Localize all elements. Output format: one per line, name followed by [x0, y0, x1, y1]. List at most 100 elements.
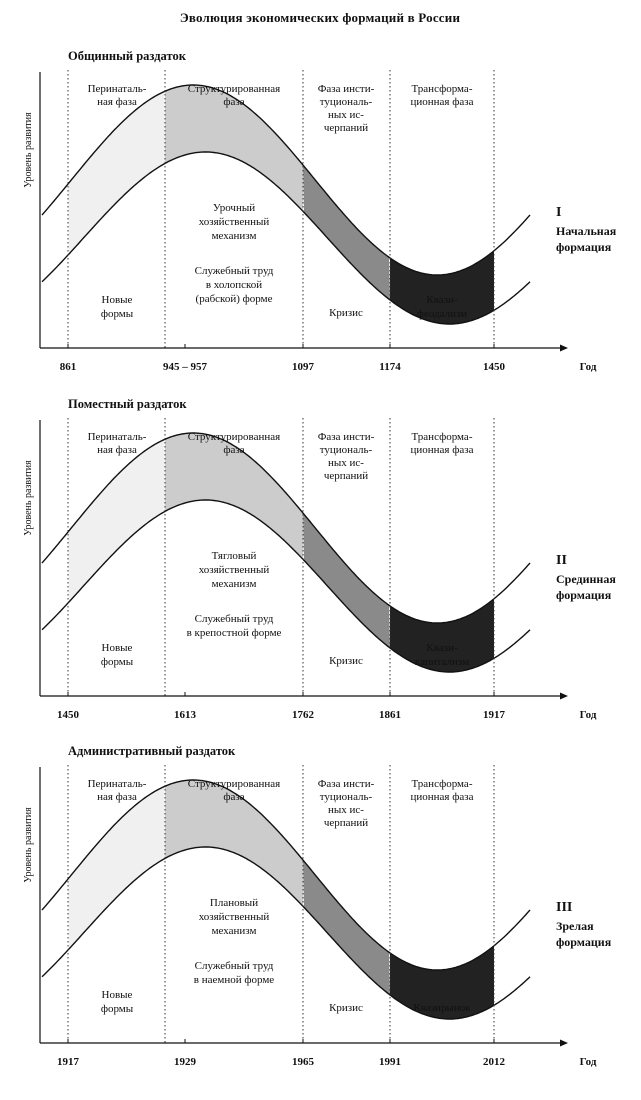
- x-tick-label: 1097: [292, 361, 315, 373]
- x-tick-label: 1861: [379, 709, 401, 721]
- x-tick-label: 1450: [483, 361, 506, 373]
- phase-header-3: ных ис-: [328, 109, 364, 121]
- formation-name: Срединная: [556, 572, 616, 586]
- x-axis-label: Год: [580, 1056, 597, 1068]
- panel-2: Поместный раздаток Уровень развития Год 145…: [23, 397, 616, 721]
- new-forms-label: формы: [101, 656, 134, 668]
- phase-header-3: туциональ-: [320, 96, 373, 108]
- phase-header-3: ных ис-: [328, 457, 364, 469]
- phase-band-1: [68, 91, 165, 254]
- new-forms-label: Новые: [102, 294, 133, 306]
- new-forms-label: формы: [101, 1003, 134, 1015]
- phase-header-4: Трансформа-: [412, 83, 473, 95]
- x-tick-label: 1450: [57, 709, 80, 721]
- phase-header-3: туциональ-: [320, 791, 373, 803]
- mechanism-label: Плановый: [210, 897, 258, 909]
- x-tick-label: 1991: [379, 1056, 401, 1068]
- x-tick-label: 1613: [174, 709, 197, 721]
- labor-form-label: в наемной форме: [194, 974, 275, 986]
- panel-1: Общинный раздаток Уровень развития Год 861 9…: [23, 49, 617, 373]
- lower-curve: [41, 151, 531, 325]
- lower-curve: [41, 499, 531, 673]
- labor-form-label: Служебный труд: [195, 960, 274, 972]
- phase-header-2: Структурированная: [188, 431, 280, 443]
- panel-title: Поместный раздаток: [68, 397, 187, 411]
- x-tick-label: 1917: [483, 709, 506, 721]
- phase-header-3: Фаза инсти-: [318, 83, 375, 95]
- phase-header-4: Трансформа-: [412, 431, 473, 443]
- x-tick-label: 1762: [292, 709, 315, 721]
- phase-band-1: [68, 439, 165, 602]
- phase-header-1: Перинаталь-: [88, 431, 147, 443]
- phase-header-2: Структурированная: [188, 83, 280, 95]
- x-axis-label: Год: [580, 361, 597, 373]
- x-tick-label: 1965: [292, 1056, 315, 1068]
- phase-band-4: [390, 598, 494, 672]
- phase-header-2: фаза: [223, 444, 244, 456]
- x-tick-label: 1929: [174, 1056, 197, 1068]
- phase-header-3: черпаний: [324, 122, 368, 134]
- formation-number: I: [556, 205, 561, 220]
- phase-header-1: ная фаза: [97, 444, 137, 456]
- x-axis-arrow: [560, 1039, 568, 1047]
- new-forms-label: формы: [101, 308, 134, 320]
- labor-form-label: Служебный труд: [195, 613, 274, 625]
- mechanism-label: хозяйственный: [199, 911, 270, 923]
- new-forms-label: Новые: [102, 989, 133, 1001]
- phase-header-1: ная фаза: [97, 791, 137, 803]
- phase-header-1: Перинаталь-: [88, 778, 147, 790]
- crisis-label: Кризис: [329, 655, 363, 667]
- x-tick-label: 861: [60, 361, 77, 373]
- phase-band-2: [165, 85, 303, 212]
- x-tick-label: 2012: [483, 1056, 506, 1068]
- x-tick-label: 945 – 957: [163, 361, 208, 373]
- formation-name: формация: [556, 240, 612, 254]
- phase-band-3: [303, 165, 390, 300]
- x-axis-label: Год: [580, 709, 597, 721]
- phase-header-3: Фаза инсти-: [318, 778, 375, 790]
- quasi-label: Квазирынок: [413, 1002, 471, 1014]
- formation-number: III: [556, 900, 572, 915]
- mechanism-label: механизм: [212, 925, 257, 937]
- phase-band-3: [303, 860, 390, 995]
- mechanism-label: хозяйственный: [199, 216, 270, 228]
- phase-header-2: фаза: [223, 791, 244, 803]
- phase-header-2: фаза: [223, 96, 244, 108]
- panel-title: Административный раздаток: [68, 744, 236, 758]
- labor-form-label: в холопской: [206, 279, 262, 291]
- x-axis-arrow: [560, 692, 568, 700]
- quasi-label: Квази-: [426, 294, 458, 306]
- quasi-label: капитализм: [415, 656, 469, 668]
- x-tick-label: 1917: [57, 1056, 80, 1068]
- upper-curve: [41, 779, 531, 971]
- crisis-label: Кризис: [329, 1002, 363, 1014]
- mechanism-label: механизм: [212, 230, 257, 242]
- phase-header-1: Перинаталь-: [88, 83, 147, 95]
- quasi-label: Квази-: [426, 642, 458, 654]
- mechanism-label: хозяйственный: [199, 564, 270, 576]
- phase-header-4: Трансформа-: [412, 778, 473, 790]
- y-axis-label: Уровень развития: [23, 112, 34, 188]
- y-axis-label: Уровень развития: [23, 460, 34, 536]
- new-forms-label: Новые: [102, 642, 133, 654]
- panels-group: Общинный раздаток Уровень развития Год 861 9…: [23, 49, 617, 1068]
- lower-curve: [41, 846, 531, 1020]
- phase-band-4: [390, 945, 494, 1019]
- mechanism-label: механизм: [212, 578, 257, 590]
- mechanism-label: Урочный: [213, 202, 255, 214]
- phase-band-3: [303, 513, 390, 648]
- phase-header-3: черпаний: [324, 817, 368, 829]
- formation-number: II: [556, 553, 567, 568]
- panel-title: Общинный раздаток: [68, 49, 187, 63]
- crisis-label: Кризис: [329, 307, 363, 319]
- upper-curve: [41, 84, 531, 276]
- phase-band-2: [165, 780, 303, 907]
- phase-header-4: ционная фаза: [411, 791, 474, 803]
- panel-3: Административный раздаток Уровень развити…: [23, 744, 612, 1068]
- mechanism-label: Тягловый: [212, 550, 257, 562]
- phase-header-3: ных ис-: [328, 804, 364, 816]
- phase-band-1: [68, 786, 165, 949]
- phase-band-4: [390, 250, 494, 324]
